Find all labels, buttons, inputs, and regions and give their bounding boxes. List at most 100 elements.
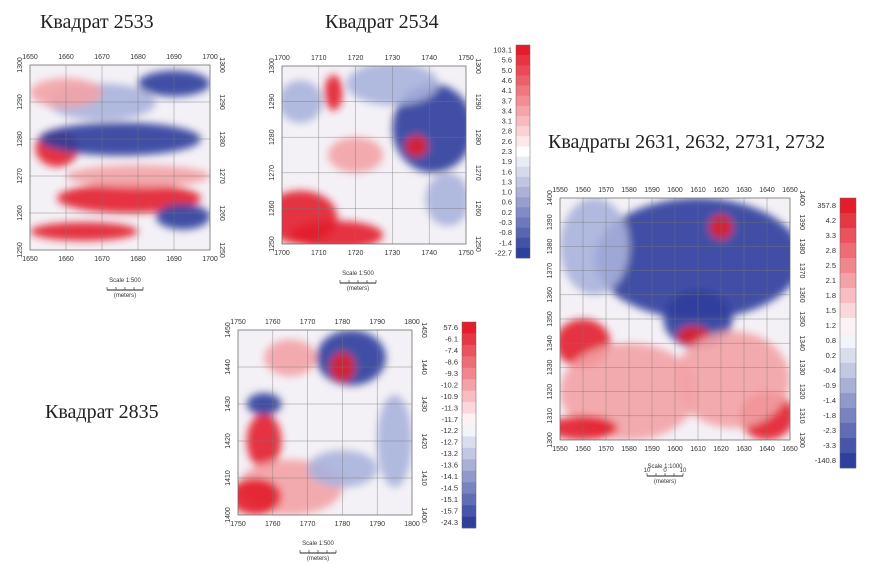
colorbar-step <box>462 447 476 460</box>
y-tick-label: 1390 <box>798 214 805 230</box>
colorbar-label: 4.2 <box>826 216 836 225</box>
colorbar-frame <box>461 321 477 529</box>
y-tick-label: 1440 <box>420 359 427 375</box>
colorbar-step <box>516 207 530 218</box>
y-tick-label: 1280 <box>218 131 225 147</box>
x-tick-label: 1710 <box>311 250 327 257</box>
y-tick-label: 1320 <box>798 384 805 400</box>
colorbar-step <box>516 146 530 157</box>
y-tick-label: 1290 <box>218 94 225 110</box>
colorbar-frame <box>515 44 531 259</box>
y-tick-label: 1340 <box>547 335 554 351</box>
colorbar-label: -11.7 <box>441 415 458 424</box>
x-tick-label: 1670 <box>94 54 110 61</box>
colorbar-label: -14.1 <box>441 472 458 481</box>
colorbar-label: -15.1 <box>441 495 458 504</box>
colorbar-step <box>840 288 856 304</box>
colorbar-step <box>462 367 476 380</box>
colorbar-label: -13.2 <box>441 449 458 458</box>
y-tick-label: 1380 <box>798 239 805 255</box>
colorbar-label: 0.8 <box>826 336 836 345</box>
anomaly <box>675 331 790 428</box>
anomaly <box>560 415 618 440</box>
x-tick-label: 1700 <box>202 256 218 263</box>
colorbar-label: -0.9 <box>823 381 836 390</box>
colorbar-label: -0.3 <box>499 218 512 227</box>
colorbar-label: 1.6 <box>502 167 512 176</box>
x-tick-label: 1660 <box>58 54 74 61</box>
colorbar-step <box>516 45 530 56</box>
colorbar-label: 2.8 <box>502 127 512 136</box>
colorbar-label: -3.3 <box>823 441 836 450</box>
x-tick-label: 1790 <box>369 521 385 528</box>
colorbar-label: 1.0 <box>502 188 512 197</box>
colorbar-step <box>516 156 530 168</box>
colorbar-label: 103.1 <box>493 46 512 55</box>
map-panel: Квадрат 2835 1750 1750 1760 1760 1770 1770 1780… <box>45 319 477 562</box>
colorbar-step <box>462 322 476 334</box>
colorbar-label: 1.3 <box>502 177 512 186</box>
x-tick-label: 1580 <box>621 446 637 453</box>
y-tick-label: 1280 <box>474 129 481 145</box>
x-tick-label: 1650 <box>22 256 38 263</box>
x-tick-label: 1570 <box>598 187 614 194</box>
y-tick-label: 1270 <box>269 165 276 181</box>
x-tick-label: 1780 <box>335 521 351 528</box>
colorbar-step <box>840 273 856 289</box>
colorbar-label: 0.6 <box>502 198 512 207</box>
colorbar-step <box>462 413 476 426</box>
colorbar-label: 1.2 <box>826 321 836 330</box>
y-tick-label: 1370 <box>547 263 554 279</box>
colorbar-step <box>840 258 856 274</box>
x-tick-label: 1760 <box>265 319 281 326</box>
y-tick-label: 1280 <box>17 131 24 147</box>
anomaly <box>30 222 138 241</box>
colorbar-step <box>462 379 476 391</box>
colorbar-label: -24.3 <box>441 518 458 527</box>
colorbar-label: 4.1 <box>502 86 512 95</box>
map-panel: Квадраты 2631, 2632, 2731, 2732155015501… <box>547 131 857 485</box>
scale-unit: (meters) <box>347 286 369 292</box>
colorbar-step <box>516 166 530 178</box>
colorbar-label: 3.1 <box>502 117 512 126</box>
heatmap <box>30 65 210 250</box>
x-tick-label: 1690 <box>166 54 182 61</box>
colorbar-step <box>840 318 856 334</box>
x-tick-label: 1730 <box>385 250 401 257</box>
x-tick-label: 1780 <box>335 319 351 326</box>
colorbar-step <box>840 333 856 349</box>
colorbar-label: 0.2 <box>502 208 512 217</box>
colorbar-step <box>462 482 476 494</box>
colorbar-frame <box>839 197 857 469</box>
colorbar-label: -12.7 <box>441 438 458 447</box>
y-tick-label: 1260 <box>269 201 276 217</box>
colorbar-label: -1.8 <box>823 411 836 420</box>
map-panel: Квадрат 2533 1650 1650 1660 1660 1670 1670 1680… <box>17 11 225 299</box>
colorbar-label: -1.4 <box>499 238 512 247</box>
x-tick-label: 1670 <box>94 256 110 263</box>
map-panel: Квадрат 2534 1700 1700 1710 1710 1720 1720 1730… <box>269 11 531 292</box>
x-tick-label: 1750 <box>458 250 474 257</box>
y-tick-label: 1400 <box>547 190 554 206</box>
colorbar-step <box>462 493 476 506</box>
colorbar-label: 3.7 <box>502 96 512 105</box>
colorbar-label: -11.3 <box>441 403 458 412</box>
colorbar-step <box>462 470 476 483</box>
x-tick-label: 1720 <box>348 250 364 257</box>
colorbar-step <box>516 75 530 86</box>
anomaly <box>238 478 282 515</box>
y-tick-label: 1250 <box>269 236 276 252</box>
y-tick-label: 1330 <box>547 360 554 376</box>
x-tick-label: 1600 <box>667 446 683 453</box>
x-tick-label: 1700 <box>274 250 290 257</box>
heatmap <box>282 66 466 244</box>
colorbar-label: -1.4 <box>823 396 836 405</box>
scale-label: Scale 1:500 <box>109 278 141 284</box>
x-tick-label: 1580 <box>621 187 637 194</box>
colorbar-label: 57.6 <box>443 323 458 332</box>
x-tick-label: 1800 <box>404 521 420 528</box>
x-tick-label: 1790 <box>369 319 385 326</box>
y-tick-label: 1370 <box>798 263 805 279</box>
colorbar-step <box>840 363 856 379</box>
y-tick-label: 1420 <box>420 433 427 449</box>
